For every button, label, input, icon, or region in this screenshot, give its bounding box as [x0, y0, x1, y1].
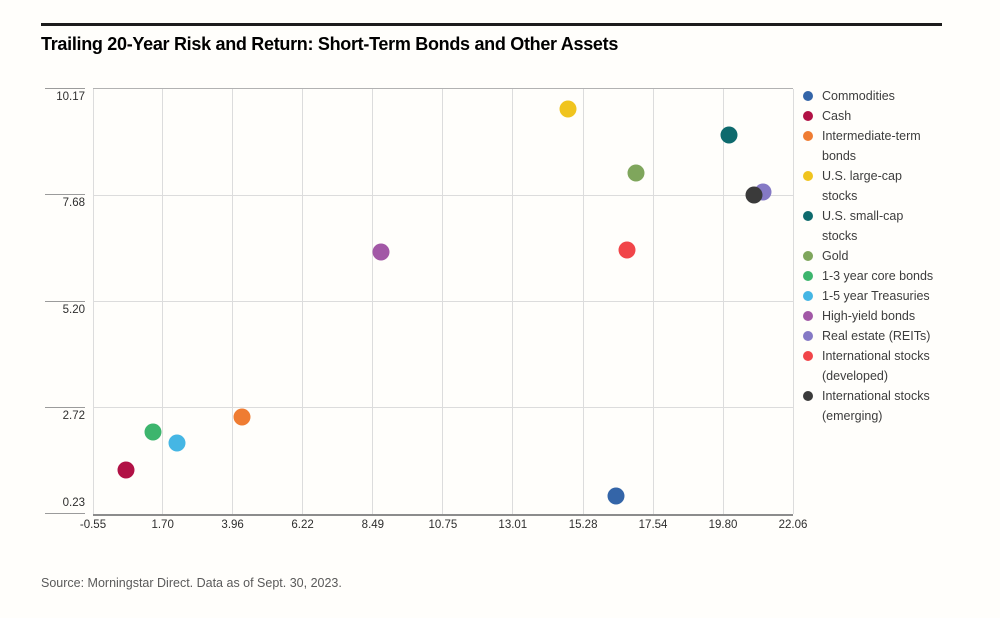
gridline-horizontal: [93, 301, 793, 302]
legend-item-commodities: Commodities: [803, 86, 978, 106]
gridline-horizontal: [93, 407, 793, 409]
chart-legend: Commodities Cash Intermediate-term bonds U.…: [803, 86, 978, 426]
y-tick-label: 7.68: [62, 197, 85, 210]
y-tick-mark: [45, 406, 85, 408]
legend-marker-icon: [803, 131, 813, 141]
data-point-international-stocks-developed: [618, 241, 636, 259]
legend-item-label: U.S. small-cap stocks: [822, 209, 904, 243]
legend-marker-icon: [803, 311, 813, 321]
legend-item-1-5-year-treasuries: 1-5 year Treasuries: [803, 286, 978, 306]
y-tick-label: 5.20: [62, 303, 85, 316]
x-tick-label: 22.06: [778, 519, 808, 531]
legend-item-label: Real estate (REITs): [822, 329, 931, 343]
data-point-cash: [117, 461, 134, 479]
x-tick-label: 1.70: [151, 519, 174, 531]
data-point-1-3-year-core-bonds: [144, 423, 162, 441]
x-tick-label: 15.28: [568, 519, 598, 531]
gridline-horizontal: [93, 194, 793, 196]
y-tick-mark: [45, 513, 85, 514]
legend-item-label: 1-3 year core bonds: [822, 269, 934, 283]
legend-item-1-3-year-core-bonds: 1-3 year core bonds: [803, 266, 978, 286]
x-tick-label: 10.75: [428, 519, 458, 531]
data-point-intermediate-term-bonds: [233, 408, 251, 426]
legend-item-label: Gold: [822, 249, 849, 263]
y-tick-mark: [45, 194, 85, 196]
legend-marker-icon: [803, 271, 813, 281]
source-note: Source: Morningstar Direct. Data as of S…: [41, 576, 342, 590]
y-tick-label: 0.23: [62, 497, 85, 509]
x-tick-label: 6.22: [291, 519, 314, 531]
legend-marker-icon: [803, 171, 813, 181]
legend-item-label: 1-5 year Treasuries: [822, 289, 930, 303]
legend-item-label: International stocks (emerging): [822, 389, 930, 423]
legend-item-label: Commodities: [822, 89, 895, 103]
data-point-gold: [627, 164, 645, 182]
data-point-u-s-large-cap-stocks: [559, 100, 577, 118]
legend-item-label: U.S. large-cap stocks: [822, 169, 902, 203]
x-tick-label: 3.96: [221, 519, 244, 531]
legend-item-international-stocks-emerging: International stocks (emerging): [803, 386, 978, 426]
legend-marker-icon: [803, 251, 813, 261]
legend-item-real-estate-reits: Real estate (REITs): [803, 326, 978, 346]
chart-title: Trailing 20-Year Risk and Return: Short-…: [41, 34, 619, 54]
legend-item-label: Intermediate-term bonds: [822, 129, 921, 163]
x-tick-label: 13.01: [498, 519, 528, 531]
legend-item-international-stocks-developed: International stocks (developed): [803, 346, 978, 386]
y-tick-mark: [45, 300, 85, 302]
legend-marker-icon: [803, 91, 813, 101]
x-tick-label: 19.80: [708, 519, 738, 531]
x-tick-label: 17.54: [638, 519, 668, 531]
data-point-commodities: [607, 487, 625, 505]
legend-marker-icon: [803, 331, 813, 341]
legend-item-u-s-large-cap-stocks: U.S. large-cap stocks: [803, 166, 978, 206]
legend-item-label: International stocks (developed): [822, 349, 930, 383]
legend-item-label: High-yield bonds: [822, 309, 916, 323]
x-tick-label: -0.55: [79, 519, 107, 531]
y-tick-label: 2.72: [62, 409, 85, 422]
legend-item-cash: Cash: [803, 106, 978, 126]
y-tick-mark: [45, 88, 85, 89]
data-point-high-yield-bonds: [372, 243, 390, 261]
data-point-international-stocks-emerging: [745, 186, 763, 204]
y-tick-label: 10.17: [56, 91, 85, 103]
legend-item-label: Cash: [822, 109, 852, 123]
legend-marker-icon: [803, 391, 813, 401]
legend-marker-icon: [803, 351, 813, 361]
legend-marker-icon: [803, 211, 813, 221]
legend-item-gold: Gold: [803, 246, 978, 266]
header-rule: [41, 23, 942, 26]
legend-item-high-yield-bonds: High-yield bonds: [803, 306, 978, 326]
data-point-u-s-small-cap-stocks: [720, 126, 738, 144]
legend-item-intermediate-term-bonds: Intermediate-term bonds: [803, 126, 978, 166]
legend-marker-icon: [803, 111, 813, 121]
data-point-1-5-year-treasuries: [168, 434, 186, 452]
scatter-plot-area: [92, 88, 794, 516]
gridline-vertical: [792, 89, 794, 514]
legend-marker-icon: [803, 291, 813, 301]
x-tick-label: 8.49: [361, 519, 385, 531]
legend-item-u-s-small-cap-stocks: U.S. small-cap stocks: [803, 206, 978, 246]
